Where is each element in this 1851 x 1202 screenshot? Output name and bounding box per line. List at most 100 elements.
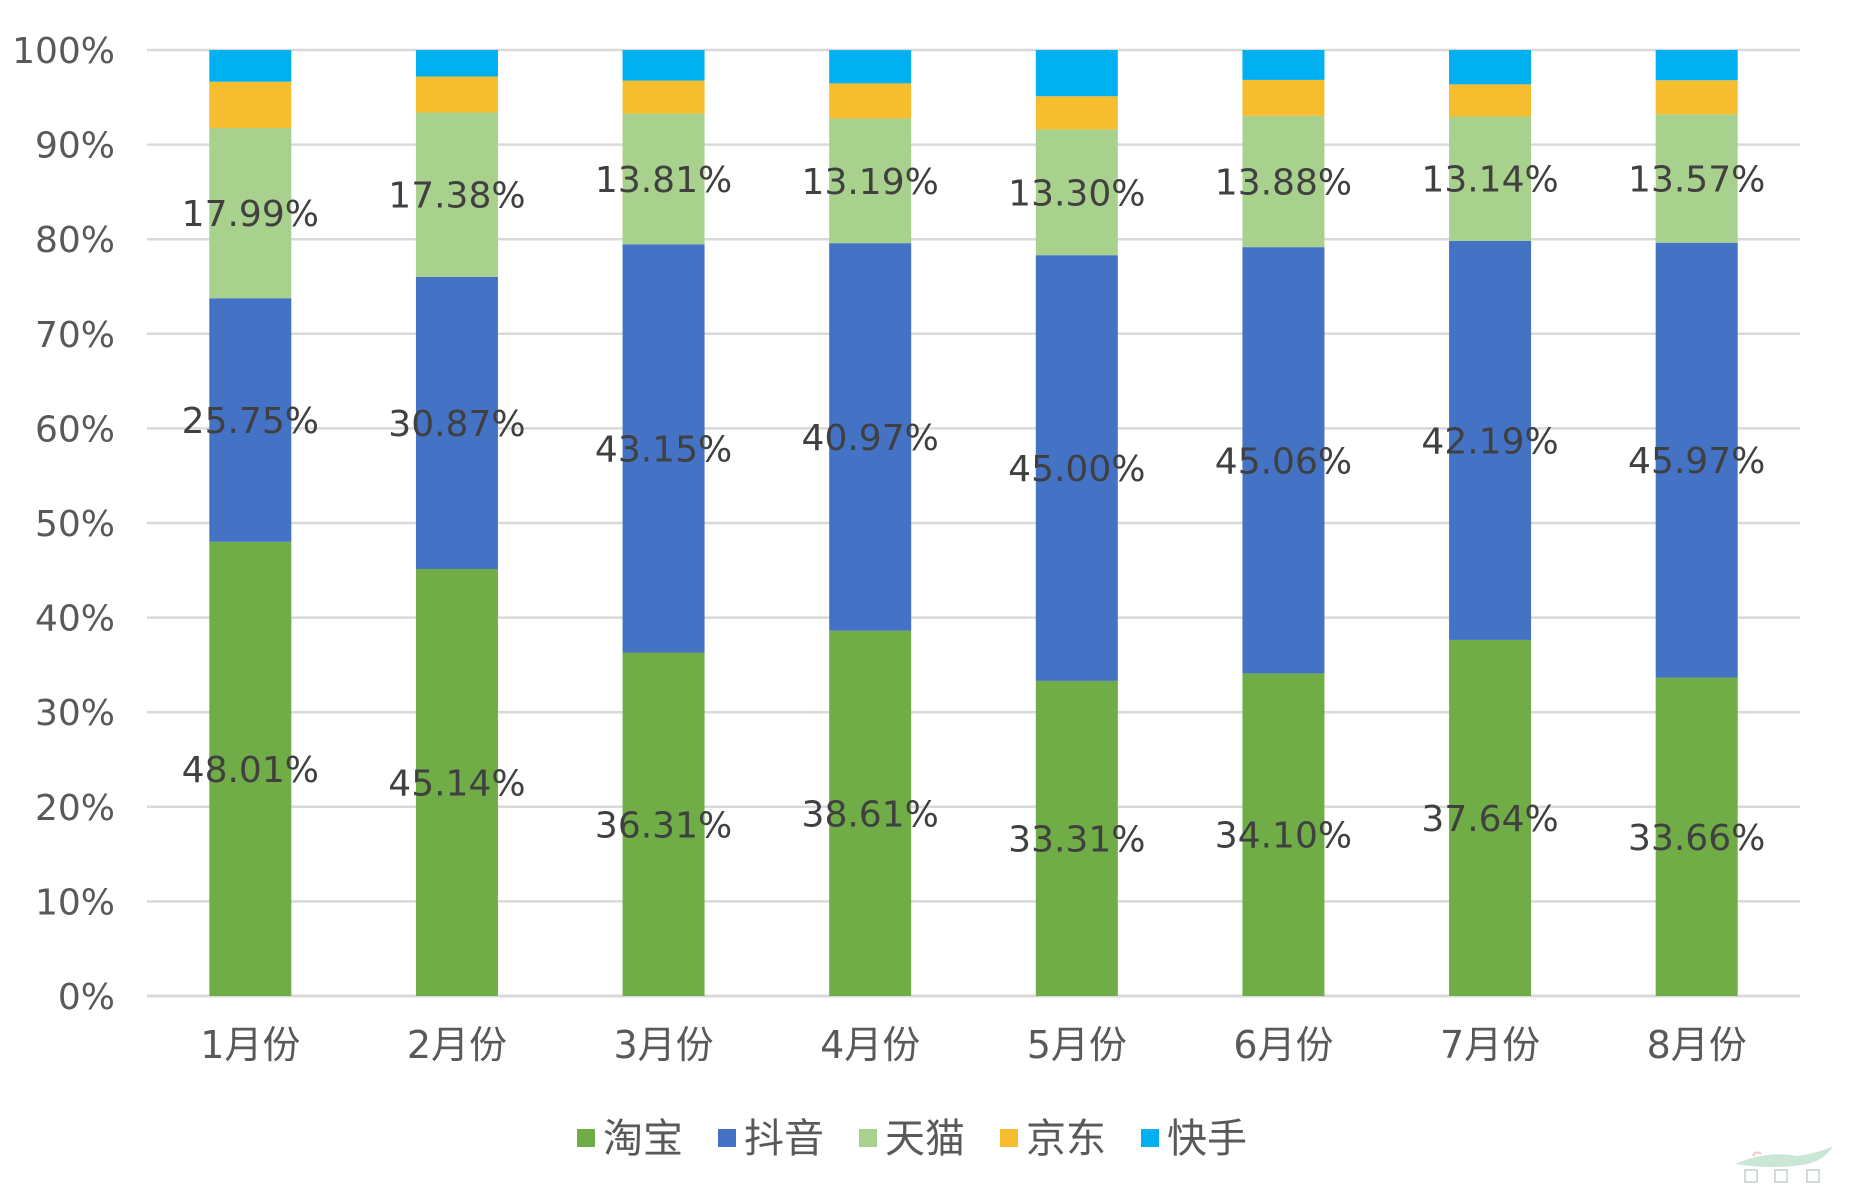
bar-segment-抖音 bbox=[1655, 242, 1738, 678]
legend-item: 快手 bbox=[1141, 1116, 1247, 1162]
bar-segment-抖音 bbox=[829, 243, 912, 631]
data-label: 45.00% bbox=[1008, 449, 1145, 490]
legend-swatch bbox=[859, 1129, 877, 1147]
legend: 淘宝 抖音 天猫 京东 快手 bbox=[577, 1116, 1247, 1162]
data-label: 17.38% bbox=[388, 176, 525, 217]
data-label: 48.01% bbox=[182, 750, 319, 791]
data-label: 34.10% bbox=[1215, 816, 1352, 857]
bar-segment-天猫 bbox=[1655, 114, 1738, 243]
data-label: 33.31% bbox=[1008, 819, 1145, 860]
bar-segment-淘宝 bbox=[209, 541, 292, 996]
bar-segment-京东 bbox=[622, 80, 705, 114]
bar-segment-抖音 bbox=[415, 276, 498, 569]
bar-segment-淘宝 bbox=[1655, 677, 1738, 996]
x-tick-label: 1月份 bbox=[200, 1023, 300, 1067]
bars bbox=[209, 50, 1738, 996]
bar-segment-淘宝 bbox=[1449, 639, 1532, 996]
legend-swatch bbox=[1000, 1129, 1018, 1147]
bar-segment-京东 bbox=[1242, 79, 1325, 116]
data-label: 40.97% bbox=[802, 418, 939, 459]
data-label: 13.81% bbox=[595, 160, 732, 201]
y-tick-label: 60% bbox=[35, 409, 115, 450]
bar-segment-天猫 bbox=[209, 128, 292, 299]
x-tick-label: 6月份 bbox=[1233, 1023, 1333, 1067]
bar-segment-快手 bbox=[829, 50, 912, 84]
legend-item: 淘宝 bbox=[577, 1116, 683, 1162]
bar-segment-京东 bbox=[1035, 96, 1118, 130]
y-tick-label: 70% bbox=[35, 315, 115, 356]
legend-label: 淘宝 bbox=[603, 1116, 683, 1162]
legend-label: 天猫 bbox=[885, 1116, 965, 1162]
legend-label: 抖音 bbox=[744, 1116, 824, 1162]
y-tick-label: 90% bbox=[35, 126, 115, 167]
y-axis-ticks: 0% 10% 20% 30% 40% 50% 60% 70% 80% 90% 100% bbox=[12, 31, 115, 1018]
data-label: 36.31% bbox=[595, 805, 732, 846]
legend-swatch bbox=[718, 1129, 736, 1147]
bar-segment-京东 bbox=[1449, 84, 1532, 117]
x-tick-label: 7月份 bbox=[1440, 1023, 1540, 1067]
bar-segment-抖音 bbox=[1242, 247, 1325, 674]
bar-segment-抖音 bbox=[622, 244, 705, 653]
bar-segment-快手 bbox=[1655, 50, 1738, 81]
data-label: 38.61% bbox=[802, 794, 939, 835]
bar-segment-淘宝 bbox=[1242, 673, 1325, 996]
x-axis-ticks: 1月份 2月份 3月份 4月份 5月份 6月份 7月份 8月份 bbox=[200, 1023, 1747, 1067]
bar-segment-天猫 bbox=[415, 112, 498, 277]
legend-label: 京东 bbox=[1026, 1116, 1106, 1162]
data-labels: 48.01% 25.75% 17.99% 45.14% 30.87% 17.38% 36.3… bbox=[182, 160, 1766, 861]
x-tick-label: 4月份 bbox=[820, 1023, 920, 1067]
bar-segment-淘宝 bbox=[829, 630, 912, 996]
legend-swatch bbox=[577, 1129, 595, 1147]
bar-segment-天猫 bbox=[1242, 115, 1325, 248]
y-tick-label: 100% bbox=[12, 31, 115, 72]
legend-item: 抖音 bbox=[718, 1116, 824, 1162]
legend-label: 快手 bbox=[1167, 1116, 1247, 1162]
data-label: 33.66% bbox=[1628, 818, 1765, 859]
bar-segment-抖音 bbox=[1449, 240, 1532, 640]
y-tick-label: 20% bbox=[35, 788, 115, 829]
bar-segment-天猫 bbox=[622, 113, 705, 245]
watermark-logo-icon bbox=[1735, 1146, 1833, 1183]
data-label: 45.97% bbox=[1628, 441, 1765, 482]
bar-segment-快手 bbox=[415, 50, 498, 77]
bar-segment-京东 bbox=[209, 81, 292, 129]
data-label: 45.06% bbox=[1215, 441, 1352, 482]
bar-segment-快手 bbox=[1449, 50, 1532, 85]
data-label: 13.19% bbox=[802, 162, 939, 203]
bar-segment-快手 bbox=[622, 50, 705, 81]
bar-segment-天猫 bbox=[1449, 116, 1532, 241]
legend-item: 京东 bbox=[1000, 1116, 1106, 1162]
bar-segment-淘宝 bbox=[415, 568, 498, 996]
bar-segment-淘宝 bbox=[1035, 680, 1118, 996]
x-tick-label: 2月份 bbox=[407, 1023, 507, 1067]
bar-segment-京东 bbox=[415, 76, 498, 113]
data-label: 13.14% bbox=[1421, 160, 1558, 201]
bar-segment-京东 bbox=[1655, 80, 1738, 115]
y-tick-label: 50% bbox=[35, 504, 115, 545]
data-label: 13.88% bbox=[1215, 162, 1352, 203]
data-label: 45.14% bbox=[388, 763, 525, 804]
data-label: 30.87% bbox=[388, 404, 525, 445]
data-label: 13.57% bbox=[1628, 160, 1765, 201]
bar-segment-淘宝 bbox=[622, 652, 705, 996]
bar-segment-京东 bbox=[829, 83, 912, 119]
data-label: 37.64% bbox=[1421, 799, 1558, 840]
y-tick-label: 0% bbox=[58, 977, 115, 1018]
bar-segment-快手 bbox=[1035, 50, 1118, 97]
x-tick-label: 3月份 bbox=[613, 1023, 713, 1067]
bar-segment-快手 bbox=[209, 50, 292, 82]
data-label: 42.19% bbox=[1421, 421, 1558, 462]
bar-segment-快手 bbox=[1242, 50, 1325, 80]
y-tick-label: 80% bbox=[35, 220, 115, 261]
data-label: 17.99% bbox=[182, 194, 319, 235]
data-label: 43.15% bbox=[595, 429, 732, 470]
y-tick-label: 40% bbox=[35, 599, 115, 640]
legend-swatch bbox=[1141, 1129, 1159, 1147]
bar-segment-天猫 bbox=[1035, 129, 1118, 256]
data-label: 13.30% bbox=[1008, 173, 1145, 214]
data-label: 25.75% bbox=[182, 401, 319, 442]
bar-segment-天猫 bbox=[829, 118, 912, 244]
bar-segment-抖音 bbox=[209, 298, 292, 542]
